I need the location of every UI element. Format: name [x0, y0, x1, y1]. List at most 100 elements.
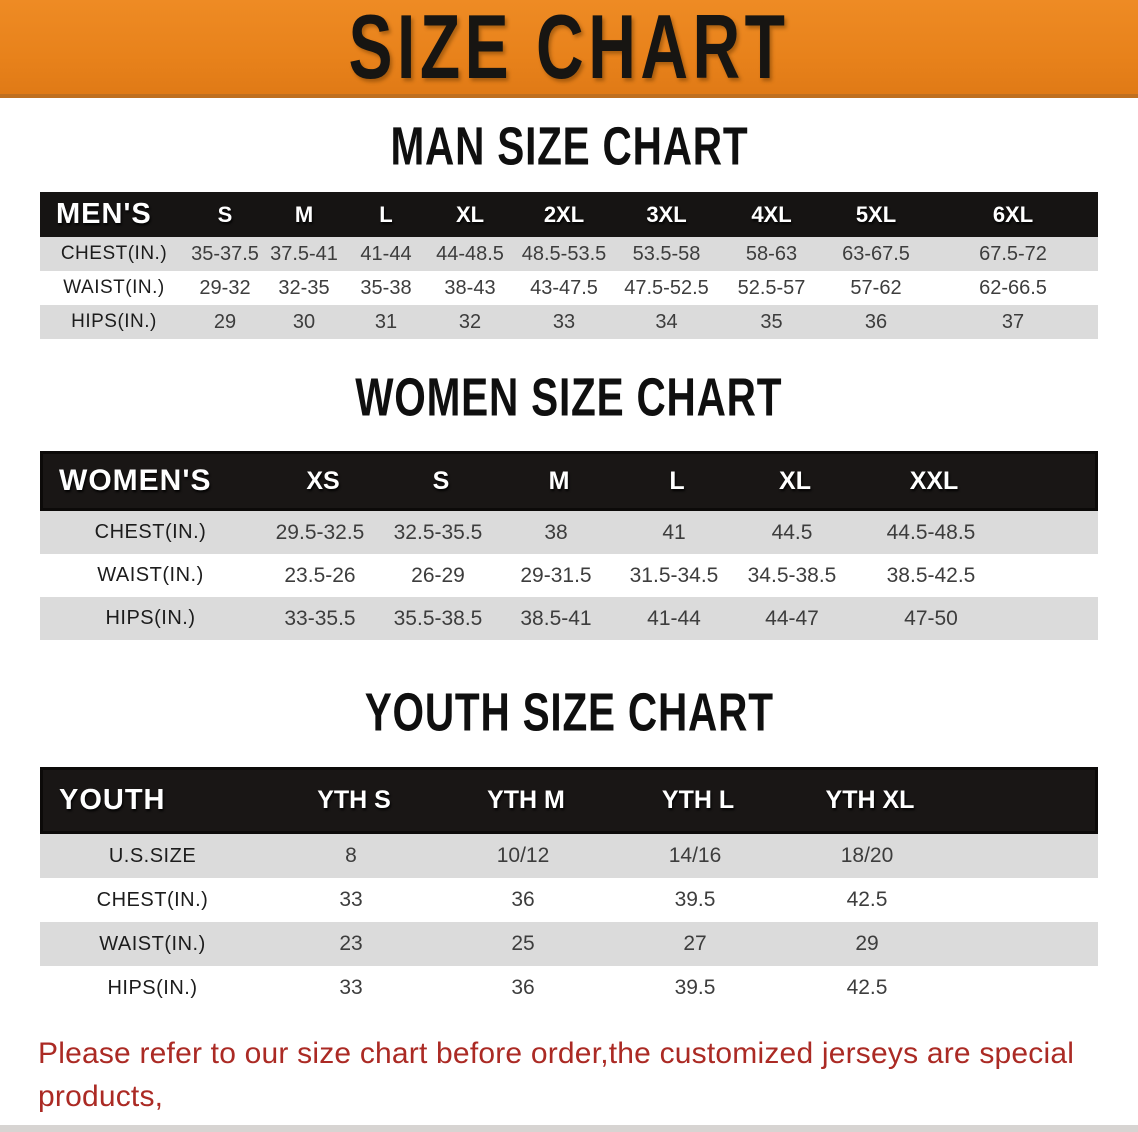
- table-row: HIPS(IN.) 33 36 39.5 42.5: [40, 966, 1098, 1010]
- youth-table-group-label: YOUTH: [59, 784, 166, 816]
- size-cell: 32-35: [278, 276, 330, 299]
- women-size-table: WOMEN'S XS S M L XL XXL CHEST(IN.) 29.5-…: [40, 451, 1098, 640]
- bottom-edge-divider: [0, 1125, 1138, 1132]
- column-header: 6XL: [992, 201, 1034, 227]
- size-cell: 30: [292, 310, 316, 333]
- size-cell: 42.5: [846, 888, 888, 911]
- size-cell: 41-44: [647, 606, 701, 630]
- size-cell: 47-50: [904, 606, 958, 630]
- size-cell: 44.5-48.5: [886, 520, 976, 544]
- size-cell: 37.5-41: [270, 242, 338, 265]
- size-cell: 38.5-42.5: [886, 563, 976, 587]
- table-row: WAIST(IN.) 23.5-26 26-29 29-31.5 31.5-34…: [40, 554, 1098, 597]
- size-cell: 41: [662, 520, 686, 544]
- size-cell: 33: [552, 310, 576, 333]
- size-cell: 29-31.5: [520, 563, 592, 587]
- women-section-heading: WOMEN SIZE CHART: [355, 367, 783, 429]
- column-header: S: [217, 201, 233, 227]
- column-header: L: [379, 201, 393, 227]
- size-cell: 62-66.5: [979, 276, 1047, 299]
- size-cell: 44.5: [771, 520, 813, 544]
- size-cell: 38: [544, 520, 568, 544]
- size-cell: 38.5-41: [520, 606, 592, 630]
- size-cell: 14/16: [668, 844, 722, 867]
- youth-section-heading-wrap: YOUTH SIZE CHART: [0, 682, 1138, 744]
- column-header: XL: [779, 466, 811, 495]
- column-header: YTH L: [661, 786, 735, 814]
- size-cell: 31.5-34.5: [629, 563, 719, 587]
- size-cell: 33: [339, 976, 363, 999]
- size-cell: 8: [345, 844, 357, 867]
- size-cell: 26-29: [411, 563, 465, 587]
- banner-title: SIZE CHART: [348, 0, 790, 98]
- size-cell: 57-62: [850, 276, 902, 299]
- table-row: CHEST(IN.) 29.5-32.5 32.5-35.5 38 41 44.…: [40, 511, 1098, 554]
- size-cell: 35.5-38.5: [393, 606, 483, 630]
- women-section-heading-wrap: WOMEN SIZE CHART: [0, 367, 1138, 429]
- size-cell: 58-63: [745, 242, 798, 265]
- size-cell: 35-37.5: [191, 242, 259, 265]
- size-cell: 44-47: [765, 606, 819, 630]
- size-cell: 34: [655, 310, 678, 333]
- row-label: CHEST(IN.): [96, 888, 209, 911]
- size-cell: 23: [339, 932, 363, 955]
- size-cell: 33-35.5: [284, 606, 356, 630]
- youth-size-table: YOUTH YTH S YTH M YTH L YTH XL U.S.SIZE …: [40, 767, 1098, 1010]
- row-label: WAIST(IN.): [97, 564, 204, 586]
- youth-section-heading: YOUTH SIZE CHART: [364, 682, 774, 744]
- size-cell: 27: [683, 932, 707, 955]
- column-header: 2XL: [543, 201, 585, 227]
- table-row: CHEST(IN.) 33 36 39.5 42.5: [40, 878, 1098, 922]
- size-cell: 67.5-72: [979, 242, 1047, 265]
- size-cell: 36: [511, 888, 535, 911]
- column-header: XXL: [909, 466, 959, 495]
- men-size-table: MEN'S S M L XL 2XL 3XL 4XL 5XL 6XL CHEST…: [40, 192, 1098, 339]
- table-row: WAIST(IN.) 23 25 27 29: [40, 922, 1098, 966]
- size-cell: 41-44: [360, 242, 412, 265]
- column-header: M: [548, 466, 570, 495]
- size-cell: 35: [760, 310, 783, 333]
- size-cell: 36: [511, 976, 535, 999]
- column-header: L: [669, 466, 685, 495]
- size-cell: 29-32: [199, 276, 251, 299]
- size-cell: 31: [374, 310, 398, 333]
- size-cell: 23.5-26: [284, 563, 356, 587]
- row-label: HIPS(IN.): [107, 976, 198, 999]
- row-label: CHEST(IN.): [60, 243, 168, 264]
- men-table-header-row: MEN'S S M L XL 2XL 3XL 4XL 5XL 6XL: [40, 192, 1098, 237]
- size-cell: 43-47.5: [530, 276, 598, 299]
- table-row: HIPS(IN.) 29 30 31 32 33 34 35 36 37: [40, 305, 1098, 339]
- size-cell: 29: [213, 310, 237, 333]
- column-header: YTH M: [487, 786, 565, 814]
- column-header: YTH XL: [825, 786, 915, 814]
- size-cell: 39.5: [674, 888, 716, 911]
- column-header: 5XL: [855, 201, 897, 227]
- row-label: WAIST(IN.): [63, 277, 165, 298]
- column-header: XL: [455, 201, 485, 227]
- size-cell: 53.5-58: [632, 242, 701, 265]
- table-row: U.S.SIZE 8 10/12 14/16 18/20: [40, 834, 1098, 878]
- table-row: HIPS(IN.) 33-35.5 35.5-38.5 38.5-41 41-4…: [40, 597, 1098, 640]
- women-table-group-label: WOMEN'S: [59, 464, 212, 497]
- column-header: 4XL: [751, 201, 792, 227]
- size-cell: 38-43: [444, 276, 496, 299]
- size-cell: 32: [458, 310, 482, 333]
- size-cell: 32.5-35.5: [393, 520, 483, 544]
- size-cell: 39.5: [674, 976, 716, 999]
- row-label: WAIST(IN.): [99, 932, 206, 955]
- size-cell: 63-67.5: [842, 242, 910, 265]
- table-row: CHEST(IN.) 35-37.5 37.5-41 41-44 44-48.5…: [40, 237, 1098, 271]
- row-label: CHEST(IN.): [94, 521, 207, 543]
- column-header: XS: [306, 466, 340, 495]
- column-header: 3XL: [646, 201, 687, 227]
- size-cell: 37: [1001, 310, 1025, 333]
- row-label: HIPS(IN.): [105, 607, 196, 629]
- column-header: YTH S: [317, 786, 391, 814]
- size-cell: 18/20: [840, 844, 894, 867]
- column-header: M: [294, 201, 314, 227]
- table-row: WAIST(IN.) 29-32 32-35 35-38 38-43 43-47…: [40, 271, 1098, 305]
- size-cell: 44-48.5: [436, 242, 504, 265]
- column-header: S: [432, 466, 450, 495]
- men-table-group-label: MEN'S: [56, 198, 152, 230]
- men-section-heading: MAN SIZE CHART: [390, 116, 748, 178]
